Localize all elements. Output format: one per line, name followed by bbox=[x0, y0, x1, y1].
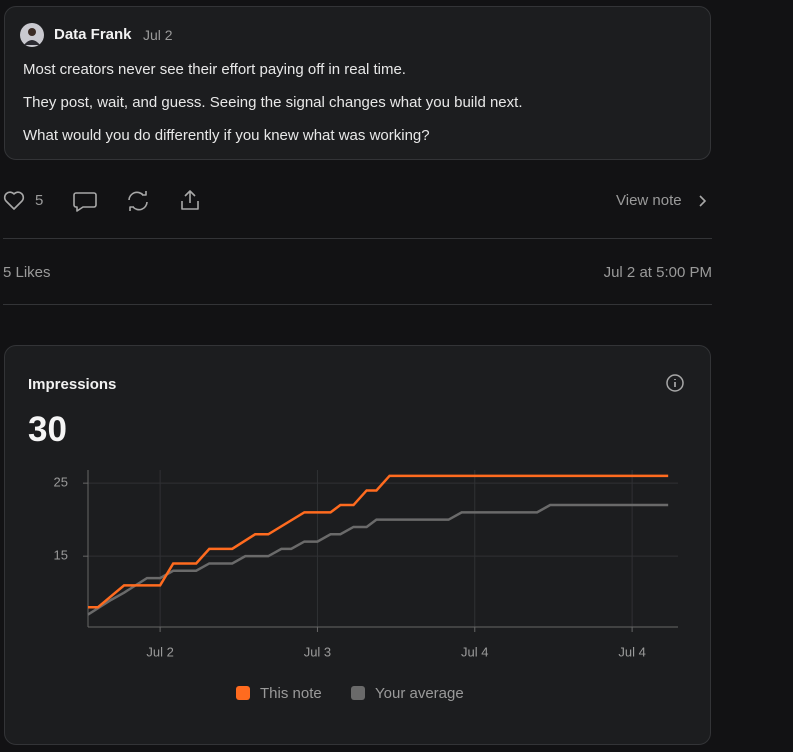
comment-button[interactable] bbox=[73, 192, 97, 212]
x-tick-label: Jul 4 bbox=[461, 644, 488, 659]
restack-button[interactable] bbox=[128, 191, 148, 211]
legend-swatch bbox=[236, 686, 250, 700]
avatar[interactable] bbox=[19, 22, 45, 48]
divider bbox=[3, 304, 712, 305]
x-tick-label: Jul 4 bbox=[618, 644, 645, 659]
post-text: They post, wait, and guess. Seeing the s… bbox=[23, 94, 523, 111]
legend-swatch bbox=[351, 686, 365, 700]
post-date: Jul 2 bbox=[143, 27, 173, 43]
x-tick-label: Jul 3 bbox=[304, 644, 331, 659]
y-tick-label: 15 bbox=[54, 548, 68, 563]
chart-card: Impressions 30 bbox=[4, 345, 711, 745]
y-tick-label: 25 bbox=[54, 475, 68, 490]
post-text: Most creators never see their effort pay… bbox=[23, 61, 406, 78]
like-count: 5 bbox=[35, 192, 44, 209]
timestamp: Jul 2 at 5:00 PM bbox=[603, 264, 712, 281]
divider bbox=[3, 238, 712, 239]
series-line bbox=[87, 503, 669, 616]
total-value: 30 bbox=[28, 410, 67, 449]
info-icon[interactable] bbox=[665, 373, 685, 393]
action-icons bbox=[3, 190, 199, 212]
chart: 15 25 Jul 2 Jul 3 Jul 4 Jul 4 This note Your av… bbox=[54, 470, 678, 702]
post-text: What would you do differently if you kne… bbox=[23, 127, 430, 144]
view-note[interactable]: View note bbox=[616, 192, 682, 209]
share-button[interactable] bbox=[181, 190, 199, 210]
post-card: Data Frank Jul 2 Most creators never see… bbox=[4, 6, 711, 160]
chevron bbox=[699, 195, 707, 207]
legend-label: Your average bbox=[375, 685, 464, 702]
legend-label: This note bbox=[260, 685, 322, 702]
x-tick-label: Jul 2 bbox=[146, 644, 173, 659]
like-button[interactable] bbox=[3, 191, 25, 210]
chart-title: Impressions bbox=[28, 376, 117, 393]
likes-summary: 5 Likes bbox=[3, 264, 51, 281]
series-line bbox=[88, 474, 669, 609]
author[interactable]: Data Frank bbox=[54, 26, 132, 43]
